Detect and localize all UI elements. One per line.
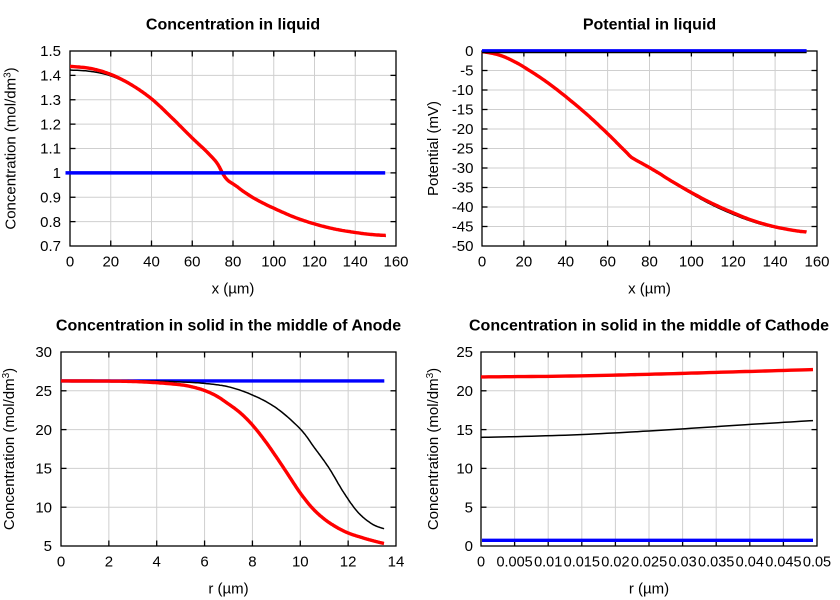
svg-text:10: 10 xyxy=(292,554,309,571)
svg-text:0.05: 0.05 xyxy=(803,555,831,571)
svg-text:0.03: 0.03 xyxy=(668,555,696,571)
svg-text:Concentration in liquid: Concentration in liquid xyxy=(146,17,320,34)
svg-text:2: 2 xyxy=(105,554,113,571)
svg-text:0: 0 xyxy=(57,554,65,571)
svg-text:1.5: 1.5 xyxy=(40,43,61,60)
svg-text:160: 160 xyxy=(383,254,408,271)
svg-text:-45: -45 xyxy=(452,219,474,236)
svg-text:10: 10 xyxy=(35,499,52,516)
svg-text:r (µm): r (µm) xyxy=(629,581,669,598)
svg-text:120: 120 xyxy=(721,254,746,271)
svg-text:Potential (mV): Potential (mV) xyxy=(425,101,442,196)
svg-text:-15: -15 xyxy=(452,102,474,119)
svg-text:100: 100 xyxy=(261,254,286,271)
svg-text:25: 25 xyxy=(456,344,473,361)
svg-text:40: 40 xyxy=(557,254,574,271)
svg-text:-30: -30 xyxy=(452,160,474,177)
svg-text:-10: -10 xyxy=(452,82,474,99)
svg-text:60: 60 xyxy=(599,254,616,271)
svg-text:Concentration (mol/dm3): Concentration (mol/dm3) xyxy=(425,368,442,530)
svg-text:15: 15 xyxy=(456,422,473,439)
svg-text:1.4: 1.4 xyxy=(40,68,61,85)
svg-text:160: 160 xyxy=(804,254,829,271)
svg-text:-25: -25 xyxy=(452,141,474,158)
svg-text:4: 4 xyxy=(153,554,161,571)
svg-text:0.035: 0.035 xyxy=(698,555,734,571)
svg-text:12: 12 xyxy=(340,554,357,571)
svg-text:0.04: 0.04 xyxy=(736,555,764,571)
svg-text:1.1: 1.1 xyxy=(40,141,61,158)
svg-text:0: 0 xyxy=(465,538,473,555)
svg-text:-5: -5 xyxy=(460,63,473,80)
svg-text:20: 20 xyxy=(456,383,473,400)
svg-text:20: 20 xyxy=(102,254,119,271)
svg-text:0: 0 xyxy=(465,43,473,60)
svg-text:8: 8 xyxy=(248,554,256,571)
svg-text:-40: -40 xyxy=(452,199,474,216)
svg-text:20: 20 xyxy=(516,254,533,271)
svg-text:140: 140 xyxy=(763,254,788,271)
svg-text:0: 0 xyxy=(477,555,485,571)
svg-text:100: 100 xyxy=(679,254,704,271)
svg-text:0.01: 0.01 xyxy=(534,555,562,571)
svg-text:140: 140 xyxy=(343,254,368,271)
svg-text:120: 120 xyxy=(302,254,327,271)
svg-text:80: 80 xyxy=(641,254,658,271)
svg-text:0.8: 0.8 xyxy=(40,214,61,231)
svg-text:20: 20 xyxy=(35,422,52,439)
svg-text:0.02: 0.02 xyxy=(601,555,629,571)
svg-text:x (µm): x (µm) xyxy=(628,281,671,298)
svg-text:1.2: 1.2 xyxy=(40,116,61,133)
svg-text:40: 40 xyxy=(143,254,160,271)
svg-text:-35: -35 xyxy=(452,180,474,197)
svg-text:14: 14 xyxy=(388,554,405,571)
svg-text:5: 5 xyxy=(44,538,52,555)
svg-text:0.005: 0.005 xyxy=(496,555,532,571)
svg-text:15: 15 xyxy=(35,461,52,478)
svg-text:10: 10 xyxy=(456,461,473,478)
svg-text:60: 60 xyxy=(184,254,201,271)
svg-text:-50: -50 xyxy=(452,238,474,255)
svg-text:-20: -20 xyxy=(452,121,474,138)
svg-text:0: 0 xyxy=(66,254,74,271)
svg-text:80: 80 xyxy=(225,254,242,271)
svg-text:1: 1 xyxy=(53,165,61,182)
svg-text:Concentration (mol/dm3): Concentration (mol/dm3) xyxy=(1,368,18,530)
svg-text:Concentration in solid in the: Concentration in solid in the middle of … xyxy=(469,318,829,335)
svg-text:1.3: 1.3 xyxy=(40,92,61,109)
svg-text:30: 30 xyxy=(35,344,52,361)
svg-text:Concentration in solid in the: Concentration in solid in the middle of … xyxy=(56,318,401,335)
svg-text:0.025: 0.025 xyxy=(631,555,667,571)
svg-text:0.9: 0.9 xyxy=(40,189,61,206)
svg-text:Potential in liquid: Potential in liquid xyxy=(583,17,716,34)
svg-text:25: 25 xyxy=(35,383,52,400)
svg-text:5: 5 xyxy=(465,499,473,516)
svg-text:r (µm): r (µm) xyxy=(208,581,248,598)
svg-text:0: 0 xyxy=(478,254,486,271)
svg-text:0.045: 0.045 xyxy=(765,555,801,571)
svg-text:0.015: 0.015 xyxy=(564,555,600,571)
svg-text:6: 6 xyxy=(200,554,208,571)
svg-text:x (µm): x (µm) xyxy=(212,281,255,298)
svg-text:0.7: 0.7 xyxy=(40,238,61,255)
svg-text:Concentration (mol/dm3): Concentration (mol/dm3) xyxy=(3,67,20,229)
